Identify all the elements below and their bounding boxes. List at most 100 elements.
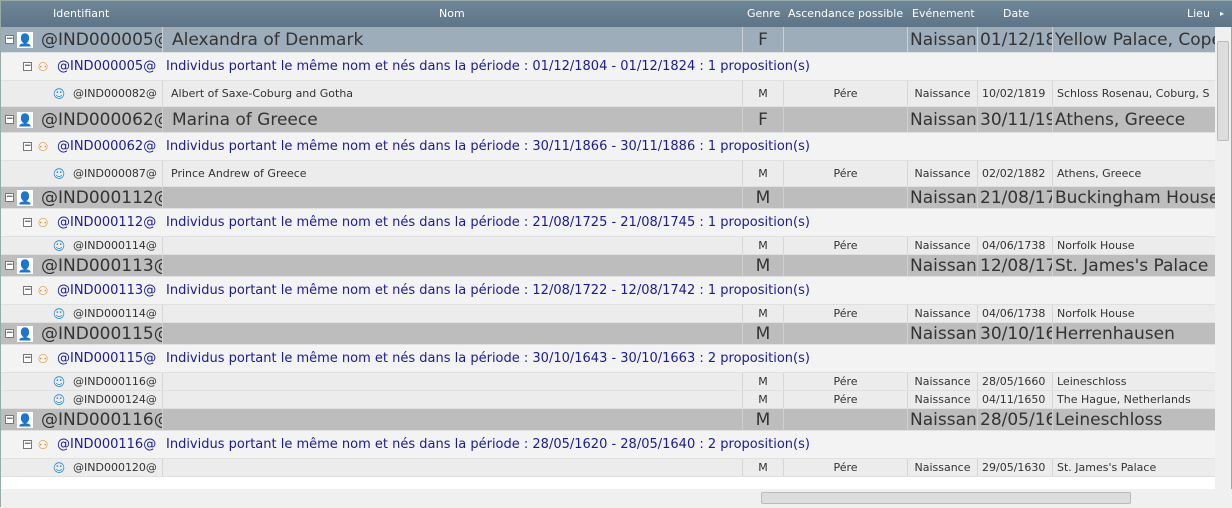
match-event: Naissance [908,161,978,186]
person-icon: 👤 [17,111,33,128]
individual-asc [784,323,908,344]
individual-name: Marina of Greece [163,107,743,132]
match-genre: M [743,305,784,322]
proposal-row[interactable]: − ⚇ @IND000116@ Individus portant le même n… [1,431,1217,459]
collapse-toggle[interactable]: − [23,61,32,71]
collapse-toggle[interactable]: − [23,439,32,449]
match-row[interactable]: ☺ @IND000116@ M Pére Naissance 28/05/1660 Lein… [1,373,1217,391]
vertical-scrollbar[interactable] [1215,27,1231,489]
person-icon: 👤 [17,189,33,206]
individual-lieu: Yellow Palace, Cope [1053,27,1217,52]
scroll-thumb[interactable] [761,492,1131,504]
proposal-row[interactable]: − ⚇ @IND000005@ Individus portant le même n… [1,53,1217,81]
individual-row[interactable]: − 👤 @IND000115@ M Naissan 30/10/16 Herrenhause… [1,323,1217,345]
col-lieu[interactable]: Lieu [1187,7,1210,20]
individual-event: Naissan [910,323,978,344]
match-event: Naissance [908,459,978,476]
individual-row[interactable]: − 👤 @IND000113@ M Naissan 12/08/17 St. James's… [1,255,1217,277]
collapse-toggle[interactable]: − [5,191,14,202]
match-genre: M [743,161,784,186]
proposal-id: @IND000005@ [57,59,157,74]
individual-id: @IND000113@ [41,255,163,276]
column-header: Identifiant Nom Genre Ascendance possibl… [1,1,1232,27]
person-match-icon: ☺ [52,306,66,321]
individual-event: Naissan [910,409,978,430]
individual-date: 30/11/19 [978,107,1053,132]
proposal-row[interactable]: − ⚇ @IND000115@ Individus portant le même n… [1,345,1217,373]
individual-lieu: Buckingham House [1055,187,1217,208]
match-name [163,237,743,254]
proposal-text: Individus portant le même nom et nés dan… [166,139,810,154]
col-identifiant[interactable]: Identifiant [53,7,110,20]
family-group-icon: ⚇ [37,352,49,366]
individual-date: 30/10/16 [980,323,1053,344]
match-genre: M [743,459,784,476]
individual-id: @IND000115@ [41,323,163,344]
col-date[interactable]: Date [1003,7,1030,20]
proposal-row[interactable]: − ⚇ @IND000062@ Individus portant le même n… [1,133,1217,161]
scroll-right-arrow-icon[interactable]: ▸ [1220,9,1225,18]
scroll-thumb[interactable] [1217,41,1229,141]
collapse-toggle[interactable]: − [5,33,14,44]
match-lieu: St. James's Palace [1053,459,1217,476]
individual-event: Naissan [910,187,978,208]
match-name [163,459,743,476]
match-row[interactable]: ☺ @IND000114@ M Pére Naissance 04/06/1738 Norf… [1,237,1217,255]
person-match-icon: ☺ [52,166,66,181]
match-row[interactable]: ☺ @IND000087@ Prince Andrew of Greece M Pére… [1,161,1217,187]
individual-name [163,187,743,208]
match-id: @IND000116@ [73,373,163,390]
family-group-icon: ⚇ [37,438,49,452]
individual-lieu: Leineschloss [1053,409,1217,430]
collapse-toggle[interactable]: − [5,413,14,424]
match-event: Naissance [908,81,978,106]
collapse-toggle[interactable]: − [23,285,32,295]
individual-row[interactable]: − 👤 @IND000112@ M Naissan 21/08/17 Buckingham … [1,187,1217,209]
match-event: Naissance [908,237,978,254]
match-row[interactable]: ☺ @IND000114@ M Pére Naissance 04/06/1738 Norf… [1,305,1217,323]
match-asc: Pére [784,373,908,390]
collapse-toggle[interactable]: − [23,217,32,227]
match-lieu: Norfolk House [1053,237,1217,254]
match-genre: M [743,81,784,106]
col-genre[interactable]: Genre [747,7,781,20]
match-row[interactable]: ☺ @IND000124@ M Pére Naissance 04/11/1650 The … [1,391,1217,409]
match-genre: M [743,391,784,408]
individual-event: Naissan [908,107,978,132]
individual-id: @IND000116@ [41,409,163,430]
proposal-row[interactable]: − ⚇ @IND000112@ Individus portant le même n… [1,209,1217,237]
collapse-toggle[interactable]: − [23,141,32,151]
results-tree-grid: − 👤 @IND000005@ Alexandra of Denmark F Naissa… [1,27,1217,489]
col-nom[interactable]: Nom [439,7,465,20]
family-group-icon: ⚇ [37,60,49,74]
collapse-toggle[interactable]: − [5,259,14,270]
match-row[interactable]: ☺ @IND000082@ Albert of Saxe-Coburg and Go… [1,81,1217,107]
proposal-row[interactable]: − ⚇ @IND000113@ Individus portant le même n… [1,277,1217,305]
individual-row[interactable]: − 👤 @IND000062@ Marina of Greece F Naissan 30/… [1,107,1217,133]
individual-id: @IND000112@ [41,187,163,208]
match-lieu: Schloss Rosenau, Coburg, S [1053,81,1217,106]
person-match-icon: ☺ [52,392,66,407]
collapse-toggle[interactable]: − [23,353,32,363]
match-date: 04/11/1650 [978,391,1053,408]
collapse-toggle[interactable]: − [5,327,14,338]
individual-asc [784,255,908,276]
match-date: 29/05/1630 [978,459,1053,476]
individual-row[interactable]: − 👤 @IND000116@ M Naissan 28/05/16 Leineschlos… [1,409,1217,431]
family-group-icon: ⚇ [37,140,49,154]
match-lieu: Leineschloss [1053,373,1217,390]
match-row[interactable]: ☺ @IND000120@ M Pére Naissance 29/05/1630 St. … [1,459,1217,477]
match-asc: Pére [784,391,908,408]
proposal-text: Individus portant le même nom et nés dan… [166,59,810,74]
individual-name [163,255,743,276]
proposal-text: Individus portant le même nom et nés dan… [166,351,810,366]
horizontal-scrollbar[interactable] [1,489,1232,508]
col-evenement[interactable]: Evénement [912,7,975,20]
match-genre: M [743,373,784,390]
col-ascendance[interactable]: Ascendance possible [788,7,904,20]
collapse-toggle[interactable]: − [5,113,14,124]
individual-row[interactable]: − 👤 @IND000005@ Alexandra of Denmark F Naissa… [1,27,1217,53]
proposal-id: @IND000115@ [57,351,157,366]
individual-genre: M [743,409,784,430]
person-match-icon: ☺ [52,86,66,101]
